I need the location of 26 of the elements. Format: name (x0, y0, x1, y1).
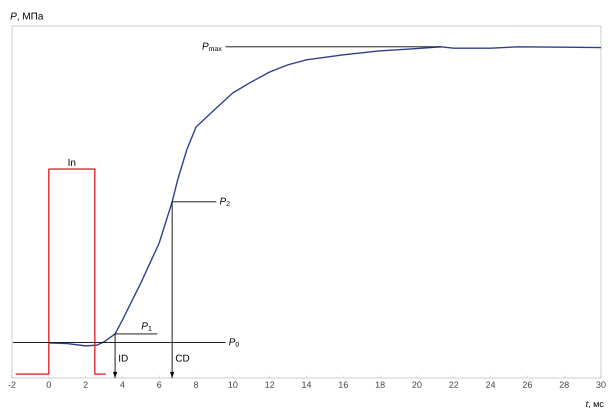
x-tick-label: 12 (265, 382, 274, 388)
series-label: P$_{0}$ (229, 338, 239, 347)
series-label: P$_{1}$ (142, 322, 152, 331)
x-tick-label: 18 (376, 382, 385, 388)
x-tick-label: 10 (228, 382, 238, 388)
x-tick-label: 30 (596, 382, 606, 388)
x-tick-label: 20 (412, 382, 422, 388)
x-tick-label: 16 (339, 382, 348, 388)
x-tick-label: 28 (560, 382, 569, 388)
x-tick-label: -2 (8, 382, 16, 388)
x-tick-label: 6 (157, 382, 162, 388)
x-tick-label: 14 (302, 382, 312, 388)
x-tick-label: 26 (522, 382, 532, 388)
x-tick-label: 0 (46, 382, 51, 388)
x-tick-label: 24 (486, 382, 496, 388)
x-tick-label: 2 (84, 382, 88, 388)
series-label: ID (119, 354, 128, 362)
series-label: In (68, 159, 76, 166)
series-label: CD (176, 354, 190, 362)
y-axis-title: P, МПа (10, 12, 44, 21)
x-tick-label: 22 (449, 382, 458, 388)
series-label: P$_{2}$ (220, 198, 230, 206)
x-axis-title: t, мс (586, 401, 604, 408)
series-label: P$_{max}$ (202, 42, 222, 52)
x-tick-label: 4 (120, 382, 125, 388)
x-tick-label: 8 (194, 382, 198, 388)
